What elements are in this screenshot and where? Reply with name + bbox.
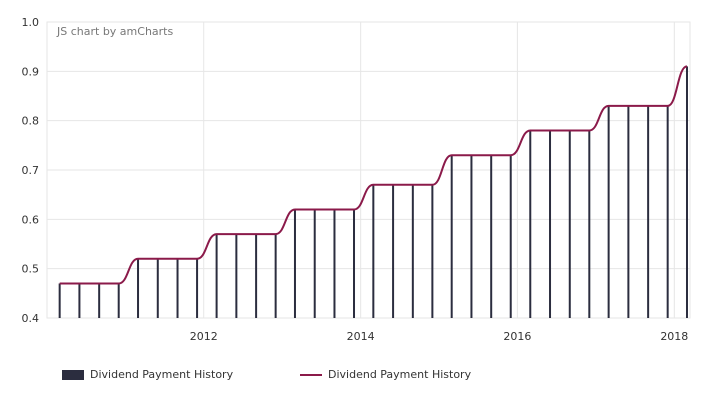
bar[interactable]: [470, 155, 473, 318]
y-tick-label: 1.0: [22, 16, 40, 29]
bar[interactable]: [58, 283, 61, 318]
bar[interactable]: [607, 105, 610, 318]
bar[interactable]: [666, 105, 669, 318]
grid-lines: [46, 21, 691, 319]
bar[interactable]: [333, 209, 336, 318]
legend-label-line: Dividend Payment History: [328, 368, 472, 381]
line-series: [59, 65, 688, 285]
y-axis: 0.4 0.5 0.6 0.7 0.8 0.9 1.0: [22, 16, 40, 325]
bar[interactable]: [117, 283, 120, 318]
bar[interactable]: [392, 184, 395, 318]
legend: Dividend Payment History Dividend Paymen…: [0, 360, 702, 390]
chart-credit[interactable]: JS chart by amCharts: [56, 25, 173, 38]
legend-label-bars: Dividend Payment History: [90, 368, 234, 381]
bar[interactable]: [235, 234, 238, 318]
x-tick-label: 2012: [190, 330, 218, 343]
bar[interactable]: [137, 258, 140, 318]
legend-item-bars[interactable]: Dividend Payment History: [62, 368, 233, 381]
bar[interactable]: [588, 130, 591, 318]
bar[interactable]: [431, 184, 434, 318]
bar[interactable]: [647, 105, 650, 318]
bar[interactable]: [176, 258, 179, 318]
bar[interactable]: [293, 209, 296, 318]
y-tick-label: 0.4: [22, 312, 40, 325]
x-tick-label: 2016: [503, 330, 531, 343]
bar[interactable]: [78, 283, 81, 318]
bar[interactable]: [627, 105, 630, 318]
bar[interactable]: [685, 66, 688, 319]
bar-series: [58, 66, 688, 319]
bar[interactable]: [490, 155, 493, 318]
bar[interactable]: [98, 283, 101, 318]
dividend-chart: 0.4 0.5 0.6 0.7 0.8 0.9 1.0 2012 2014 2016 2018 J…: [22, 16, 691, 343]
y-tick-label: 0.6: [22, 213, 40, 226]
bar[interactable]: [156, 258, 159, 318]
legend-item-line[interactable]: Dividend Payment History: [300, 368, 471, 381]
bar[interactable]: [313, 209, 316, 318]
y-tick-label: 0.8: [22, 115, 40, 128]
y-tick-label: 0.9: [22, 65, 40, 78]
bar[interactable]: [549, 130, 552, 318]
x-axis: 2012 2014 2016 2018: [190, 330, 689, 343]
legend-line-swatch: [300, 373, 322, 376]
y-tick-label: 0.7: [22, 164, 40, 177]
bar[interactable]: [196, 258, 199, 318]
bar[interactable]: [353, 209, 356, 318]
legend-bar-swatch: [62, 369, 84, 380]
bar[interactable]: [568, 130, 571, 318]
bar[interactable]: [450, 155, 453, 318]
bar[interactable]: [372, 184, 375, 318]
y-tick-label: 0.5: [22, 263, 40, 276]
bar[interactable]: [274, 234, 277, 318]
bar[interactable]: [411, 184, 414, 318]
bar[interactable]: [215, 234, 218, 318]
x-tick-label: 2018: [660, 330, 688, 343]
bar[interactable]: [509, 155, 512, 318]
x-tick-label: 2014: [347, 330, 375, 343]
bar[interactable]: [529, 130, 532, 318]
bar[interactable]: [255, 234, 258, 318]
